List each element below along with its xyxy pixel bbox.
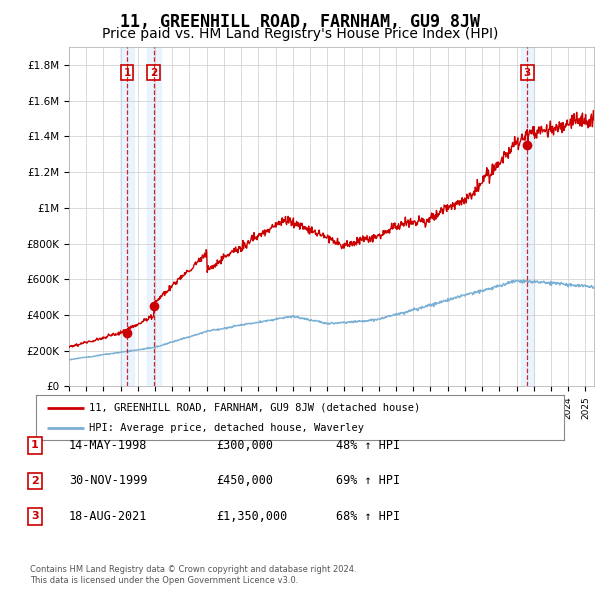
Text: 1: 1 [124,68,131,78]
Text: Price paid vs. HM Land Registry's House Price Index (HPI): Price paid vs. HM Land Registry's House … [102,27,498,41]
Text: 3: 3 [31,512,38,521]
Text: 68% ↑ HPI: 68% ↑ HPI [336,510,400,523]
Bar [521,47,534,386]
Text: HPI: Average price, detached house, Waverley: HPI: Average price, detached house, Wave… [89,424,364,434]
Text: £300,000: £300,000 [216,439,273,452]
Text: 14-MAY-1998: 14-MAY-1998 [69,439,148,452]
Text: 69% ↑ HPI: 69% ↑ HPI [336,474,400,487]
Text: Contains HM Land Registry data © Crown copyright and database right 2024.: Contains HM Land Registry data © Crown c… [30,565,356,573]
Text: 3: 3 [524,68,531,78]
Bar [120,47,134,386]
Text: 18-AUG-2021: 18-AUG-2021 [69,510,148,523]
Text: £450,000: £450,000 [216,474,273,487]
Text: 48% ↑ HPI: 48% ↑ HPI [336,439,400,452]
Text: 2: 2 [31,476,38,486]
Text: This data is licensed under the Open Government Licence v3.0.: This data is licensed under the Open Gov… [30,576,298,585]
Bar [147,47,161,386]
Text: 11, GREENHILL ROAD, FARNHAM, GU9 8JW (detached house): 11, GREENHILL ROAD, FARNHAM, GU9 8JW (de… [89,403,420,412]
Text: 30-NOV-1999: 30-NOV-1999 [69,474,148,487]
Text: 1: 1 [31,441,38,450]
Text: 11, GREENHILL ROAD, FARNHAM, GU9 8JW: 11, GREENHILL ROAD, FARNHAM, GU9 8JW [120,13,480,31]
Text: £1,350,000: £1,350,000 [216,510,287,523]
Text: 2: 2 [150,68,157,78]
